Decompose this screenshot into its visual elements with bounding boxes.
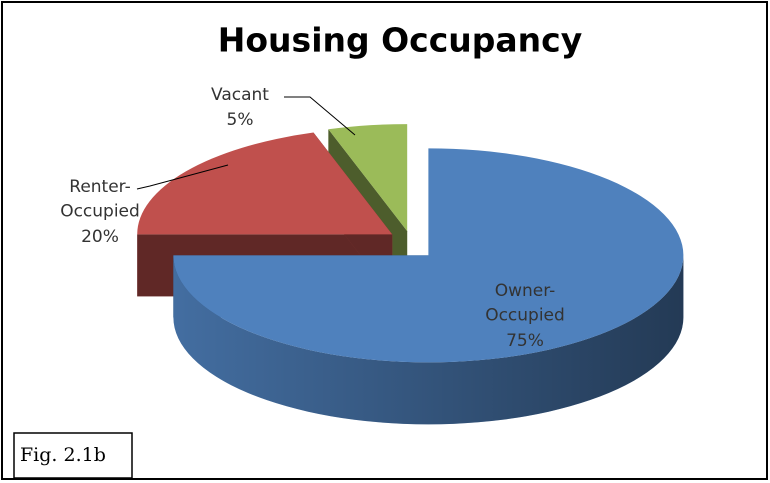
labels: Owner-Occupied 75% Renter-Occupied 20% Vacan… bbox=[60, 85, 565, 351]
figure-label: Fig. 2.1b bbox=[20, 444, 106, 466]
value-label: 75% bbox=[506, 331, 544, 351]
slice bbox=[328, 124, 408, 232]
leader-line bbox=[136, 164, 229, 190]
value-label: 5% bbox=[227, 110, 254, 130]
slice-side-shade bbox=[173, 255, 684, 425]
category-label: Vacant bbox=[211, 85, 269, 105]
leader-line bbox=[284, 96, 356, 136]
chart-title: Housing Occupancy bbox=[218, 21, 582, 60]
slice bbox=[137, 132, 393, 235]
value-label: 20% bbox=[81, 227, 119, 247]
figure-box bbox=[13, 432, 133, 479]
category-label: Renter-Occupied bbox=[60, 177, 140, 222]
slice bbox=[173, 148, 684, 363]
category-label: Owner-Occupied bbox=[485, 281, 565, 326]
pie bbox=[137, 124, 684, 425]
